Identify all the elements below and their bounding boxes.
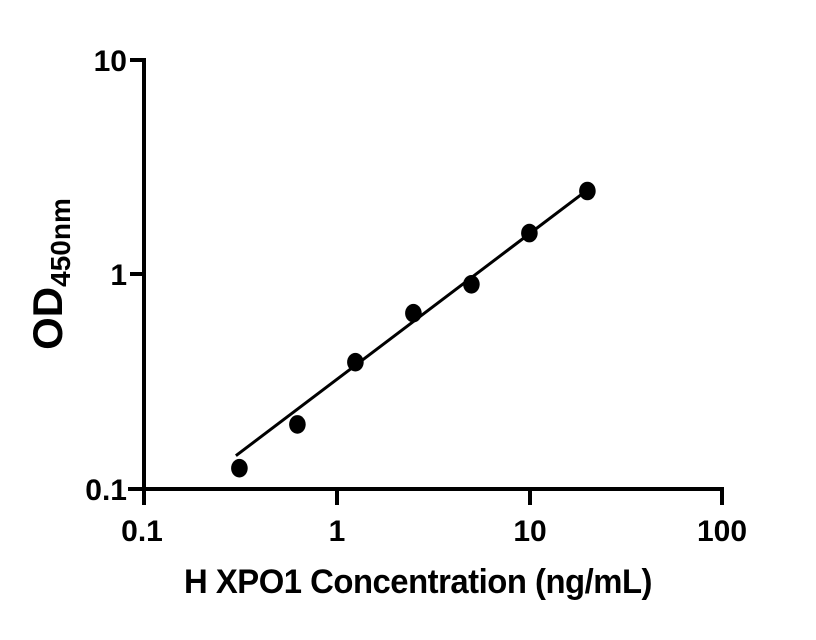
data-point [289, 415, 306, 434]
data-point [405, 303, 422, 323]
tick-labels: 10 1 0.1 0.1 1 10 100 [85, 45, 747, 548]
x-tick-label: 0.1 [121, 515, 163, 548]
y-tick-label: 1 [110, 259, 127, 292]
axes [128, 58, 724, 505]
y-axis-title-subscript: 450nm [45, 198, 76, 287]
x-tick-label: 100 [697, 515, 747, 548]
y-axis-title: OD450nm [24, 198, 76, 350]
data-point [231, 458, 248, 478]
y-tick-label: 0.1 [85, 474, 127, 507]
x-tick-label: 1 [329, 515, 346, 548]
data-point [347, 352, 364, 372]
y-axis-title-main: OD [24, 287, 71, 350]
y-tick-label: 10 [94, 45, 127, 78]
data-point [579, 181, 596, 201]
data-point [463, 275, 480, 294]
series-group [231, 181, 596, 478]
x-tick-label: 10 [513, 515, 546, 548]
x-axis-title: H XPO1 Concentration (ng/mL) [184, 563, 652, 601]
data-point [521, 223, 538, 243]
